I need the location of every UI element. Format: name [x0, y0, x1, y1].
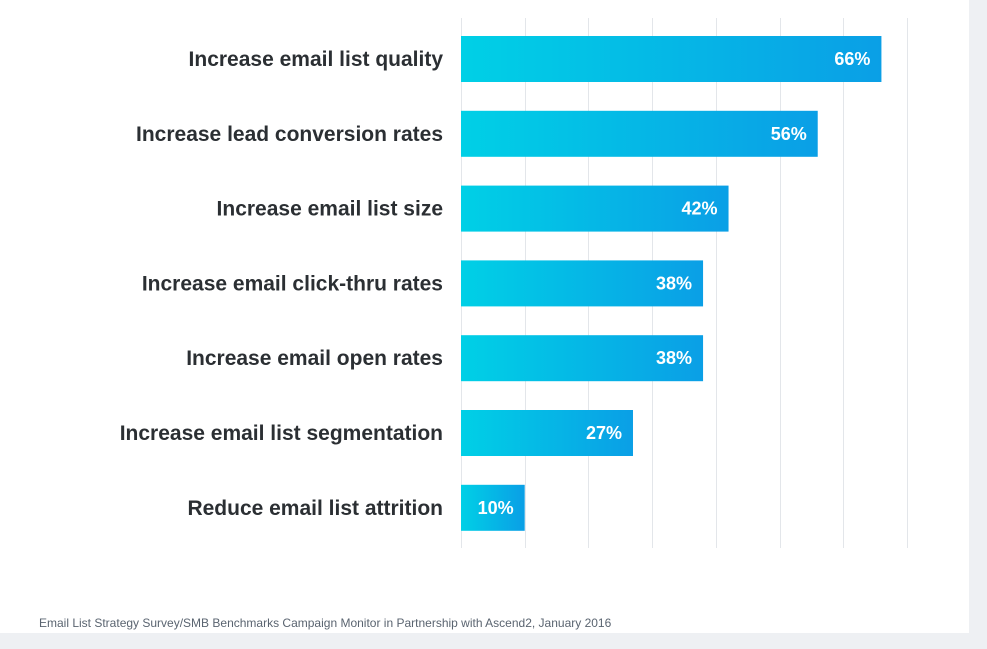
source-note: Email List Strategy Survey/SMB Benchmark…	[39, 616, 611, 630]
value-label: 27%	[586, 423, 622, 443]
value-label: 10%	[478, 498, 514, 518]
category-label: Increase email open rates	[186, 347, 443, 370]
category-label: Increase email list quality	[189, 48, 444, 71]
category-label: Reduce email list attrition	[187, 497, 443, 520]
value-label: 38%	[656, 348, 692, 368]
category-label: Increase email list segmentation	[120, 422, 443, 445]
category-label: Increase email list size	[217, 198, 443, 221]
category-label: Increase lead conversion rates	[136, 123, 443, 146]
bar-chart: Increase email list quality Increase lead…	[0, 0, 969, 560]
bar	[461, 36, 881, 82]
value-label: 56%	[771, 124, 807, 144]
bar	[461, 111, 818, 157]
value-label: 38%	[656, 273, 692, 293]
value-label: 66%	[834, 49, 870, 69]
chart-card: Increase email list quality Increase lead…	[0, 0, 969, 633]
value-label: 42%	[682, 199, 718, 219]
category-label: Increase email click-thru rates	[142, 272, 443, 295]
category-labels: Increase email list quality Increase lead…	[120, 48, 444, 520]
